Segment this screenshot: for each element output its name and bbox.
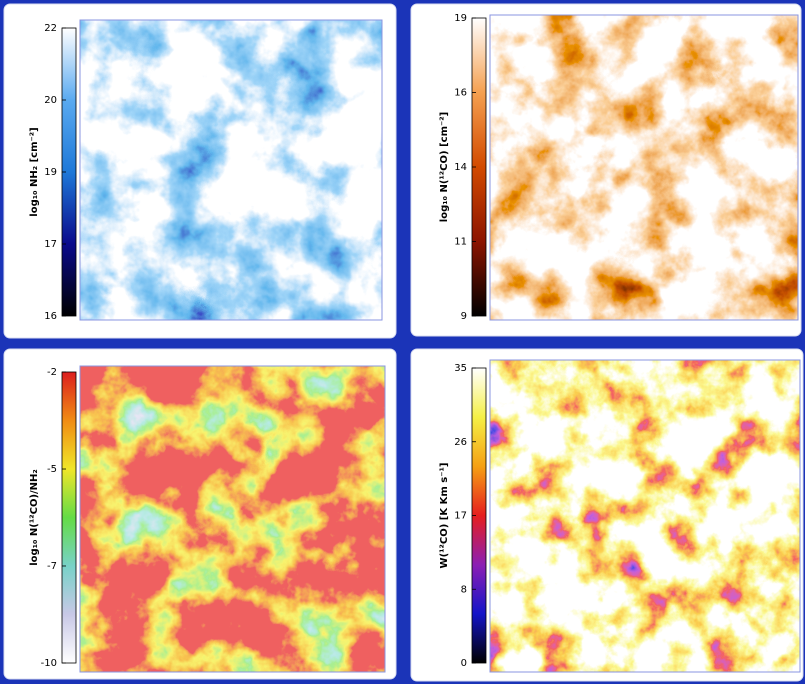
colorbar-tick-label: 17 xyxy=(44,239,57,250)
colorbar-label: W(¹²CO) [K Km s⁻¹] xyxy=(439,463,450,569)
map-image xyxy=(490,15,798,320)
colorbar-tick-label: 17 xyxy=(454,511,467,522)
figure: 16 17 19 20 22 log₁₀ NH₂ [cm⁻²] 9 11 14 16 19 log₁₀… xyxy=(0,0,805,684)
colorbar-tick-label: -7 xyxy=(47,561,57,572)
colorbar-tick-label: 20 xyxy=(44,95,57,106)
colorbar-tick-label: -5 xyxy=(47,464,57,475)
colorbar-tick-label: 19 xyxy=(44,167,57,178)
colorbar-tick-label: 8 xyxy=(461,584,467,595)
colorbar-tick-label: 35 xyxy=(454,363,467,374)
colorbar xyxy=(62,372,76,663)
colorbar-tick-label: -2 xyxy=(47,367,57,378)
colorbar-label: log₁₀ NH₂ [cm⁻²] xyxy=(29,127,40,216)
map-image xyxy=(80,366,385,672)
colorbar-tick-label: 11 xyxy=(454,237,467,248)
colorbar-tick-label: 14 xyxy=(454,162,467,173)
colorbar-tick-label: 0 xyxy=(461,658,467,669)
colorbar-tick-label: -10 xyxy=(41,658,57,669)
colorbar-tick-label: 9 xyxy=(461,311,467,322)
map-image xyxy=(490,360,800,672)
colorbar-label: log₁₀ N(¹²CO) [cm⁻²] xyxy=(439,112,450,222)
colorbar-tick-label: 22 xyxy=(44,23,57,34)
colorbar-tick-label: 16 xyxy=(454,88,467,99)
colorbar-label: log₁₀ N(¹²CO)/NH₂ xyxy=(29,469,40,566)
colorbar-tick-label: 16 xyxy=(44,311,57,322)
colorbar-tick-label: 19 xyxy=(454,13,467,24)
colorbar-tick-label: 26 xyxy=(454,437,467,448)
map-image xyxy=(80,20,382,320)
